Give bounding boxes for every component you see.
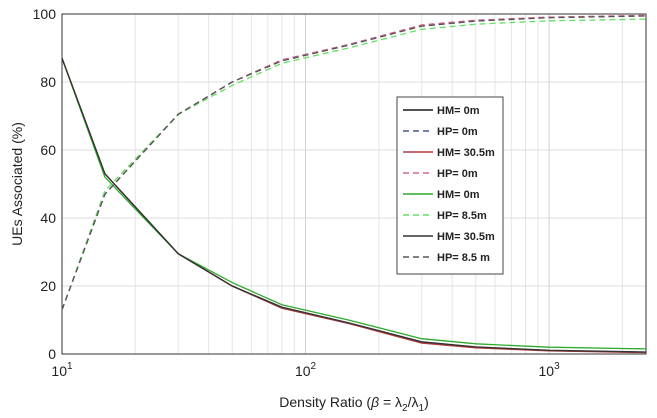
legend-label-6: HP= 8.5m [437,210,487,222]
y-tick-label: 40 [40,210,56,226]
series-line-7 [61,57,647,353]
y-tick-label: 60 [40,142,56,158]
x-tick-label: 101 [51,361,73,379]
legend-label-3: HM= 30.5m [437,147,495,159]
x-axis-label-beta: β [370,394,379,410]
series-line-2 [61,15,647,311]
legend: HM= 0m HP= 0m HM= 30.5m HP= 0m HM= 0m HP= 8.5… [396,96,504,275]
y-tick-label: 0 [48,346,56,362]
legend-label-5: HM= 0m [437,189,480,201]
legend-label-8: HP= 8.5 m [437,252,490,264]
legend-label-1: HM= 0m [437,105,480,117]
x-axis-label-eq: = λ [379,394,402,410]
y-tick-labels: 0 20 40 60 80 100 [33,6,57,362]
y-tick-label: 20 [40,278,56,294]
x-axis-label-sub1: 1 [419,403,425,414]
series-line-8 [61,15,647,311]
y-tick-label: 80 [40,74,56,90]
x-tick-labels: 101 102 103 [51,361,560,379]
legend-label-7: HM= 30.5m [437,231,495,243]
y-tick-label: 100 [33,6,57,22]
x-axis-label-prefix: Density Ratio ( [279,394,371,410]
series-line-5 [61,57,647,350]
grid [62,14,646,354]
legend-label-4: HP= 0m [437,168,478,180]
series-line-4 [61,14,647,311]
x-tick-label: 103 [539,361,561,379]
x-axis-label-sub2: 2 [402,403,408,414]
plot-area-frame [61,13,647,355]
x-axis-label-suffix: ) [424,394,429,410]
y-axis-label: UEs Associated (%) [9,122,25,246]
series-line-3 [61,57,647,354]
series-line-6 [61,18,647,311]
series-line-1 [61,57,647,353]
legend-label-2: HP= 0m [437,126,478,138]
series-lines [61,14,647,354]
legend-box [396,96,504,275]
x-tick-label: 102 [295,361,317,379]
x-axis-label-slash: /λ [408,394,419,410]
x-axis-label: Density Ratio (β = λ2/λ1) [279,394,428,414]
